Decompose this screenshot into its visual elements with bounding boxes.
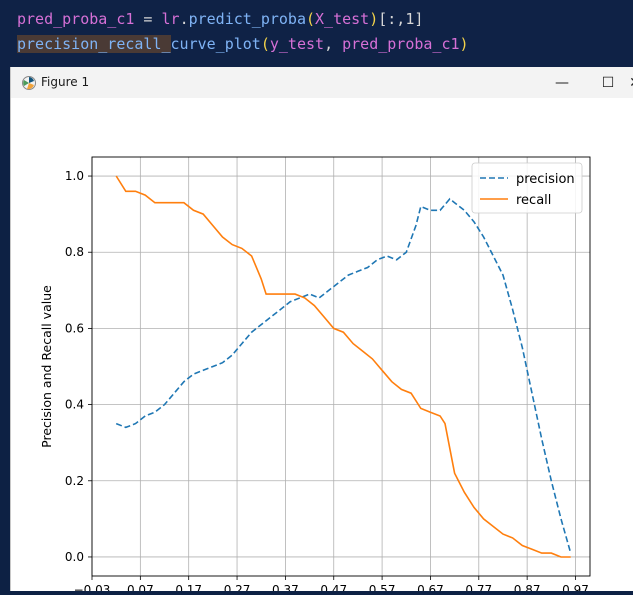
x-tick-label: −0.03 (74, 583, 111, 591)
code-token-sep: , (324, 35, 343, 53)
figure-window: Figure 1 — ☐ ✕ −0.03 0.07 0.17 0.27 0.37 0.47… (10, 67, 633, 595)
code-token-func: curve_plot (170, 35, 261, 53)
minimize-button[interactable]: — (539, 67, 585, 98)
code-token-close: ) (369, 10, 379, 28)
code-editor[interactable]: pred_proba_c1 = lr.predict_proba(X_test)… (0, 0, 633, 70)
y-tick-label: 1.0 (65, 169, 84, 183)
maximize-button[interactable]: ☐ (585, 67, 631, 98)
precision-recall-chart: −0.03 0.07 0.17 0.27 0.37 0.47 0.57 0.67 0.77 0.8… (39, 156, 591, 595)
title-bar[interactable]: Figure 1 — ☐ ✕ (11, 67, 633, 98)
x-tick-label: 0.17 (175, 583, 202, 591)
x-tick-label: 0.07 (127, 583, 154, 591)
close-icon: ✕ (629, 75, 633, 91)
x-tick-label: 0.87 (514, 583, 541, 591)
plot-frame (91, 156, 591, 577)
code-token-obj: lr (161, 10, 180, 28)
maximize-icon: ☐ (601, 74, 615, 91)
code-token-selected: precision_recall_ (17, 35, 171, 53)
y-axis-label: Precision and Recall value (39, 285, 54, 448)
code-token-eq: = (134, 10, 162, 28)
code-line-1[interactable]: pred_proba_c1 = lr.predict_proba(X_test)… (17, 9, 423, 29)
legend-box (471, 162, 583, 214)
x-tick-label: 0.67 (417, 583, 444, 591)
code-line-2[interactable]: precision_recall_curve_plot(y_test, pred… (17, 34, 469, 54)
x-tick-label: 0.47 (320, 583, 347, 591)
code-token-arg: X_test (315, 10, 370, 28)
code-token-var: pred_proba_c1 (17, 10, 135, 28)
x-tick-label: 0.77 (465, 583, 492, 591)
y-tick-label: 0.0 (65, 550, 84, 564)
code-token-func: predict_proba (188, 10, 306, 28)
x-tick-label: 0.37 (272, 583, 299, 591)
series-line-recall (115, 175, 571, 558)
y-tick-label: 0.2 (65, 474, 84, 488)
code-token-close: ) (459, 35, 469, 53)
code-token-open: ( (306, 10, 316, 28)
code-token-arg1: y_test (269, 35, 325, 53)
figure-canvas[interactable]: −0.03 0.07 0.17 0.27 0.37 0.47 0.57 0.67 0.77 0.8… (11, 98, 633, 595)
legend-label-precision: precision (516, 172, 575, 187)
code-token-arg2: pred_proba_c1 (342, 35, 460, 53)
legend-label-recall: recall (516, 193, 551, 208)
code-token-open: ( (260, 35, 270, 53)
matplotlib-icon (22, 76, 36, 90)
series-line-precision (115, 197, 572, 554)
close-button[interactable]: ✕ (625, 67, 633, 98)
y-tick-label: 0.6 (65, 321, 84, 335)
x-tick-label: 0.57 (369, 583, 396, 591)
x-tick-label: 0.27 (224, 583, 251, 591)
code-token-index: [:,1] (378, 10, 424, 28)
y-tick-label: 0.8 (65, 245, 84, 259)
x-tick-label: 0.97 (562, 583, 589, 591)
code-token-dot: . (179, 10, 189, 28)
minimize-icon: — (555, 74, 569, 91)
window-title: Figure 1 (41, 75, 90, 89)
y-tick-label: 0.4 (65, 398, 84, 412)
